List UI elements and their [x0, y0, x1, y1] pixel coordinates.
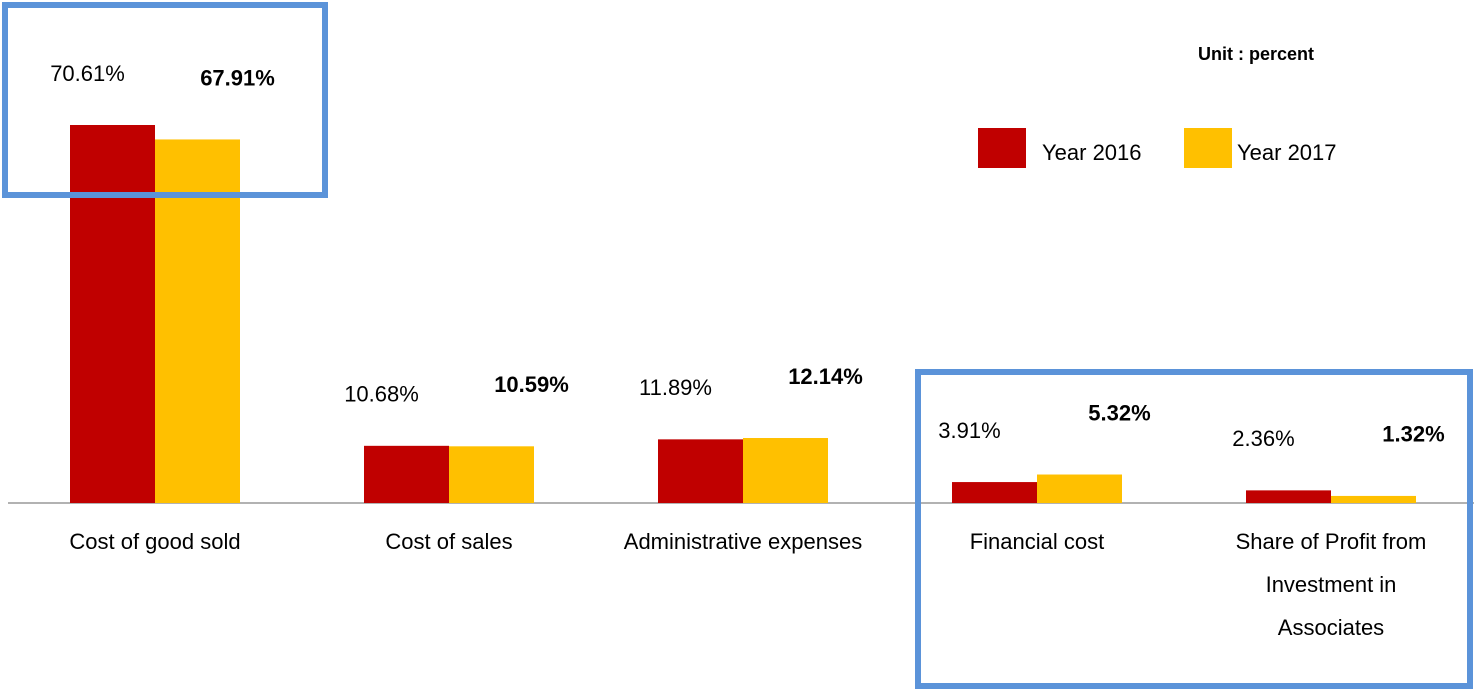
- x-tick-label-box: Financial cost: [969, 529, 1105, 554]
- bar: [449, 446, 534, 503]
- value-label: 11.89%: [639, 375, 712, 400]
- x-tick-label: Cost of good sold: [69, 529, 241, 554]
- value-label: 12.14%: [788, 364, 863, 389]
- bar: [1331, 495, 1416, 503]
- unit-annotation: Unit : percent: [1198, 44, 1314, 64]
- value-label: 3.91%: [938, 418, 1000, 443]
- legend-swatch: [1184, 128, 1232, 168]
- value-label: 5.32%: [1088, 400, 1150, 425]
- bar: [743, 438, 828, 503]
- value-label: 67.91%: [200, 65, 275, 90]
- legend-label: Year 2017: [1237, 140, 1337, 165]
- x-tick-label: Financial cost: [969, 529, 1105, 554]
- x-tick-label-box: Share of Profit from Investment in Assoc…: [1235, 529, 1427, 640]
- legend-label: Year 2016: [1042, 140, 1142, 165]
- bar: [658, 439, 743, 503]
- bar: [364, 445, 449, 503]
- value-label: 10.68%: [344, 382, 419, 407]
- x-tick-label: Share of Profit from Investment in Assoc…: [1235, 529, 1427, 640]
- x-tick-label-box: Administrative expenses: [623, 529, 863, 554]
- bar: [952, 482, 1037, 503]
- x-tick-label: Administrative expenses: [623, 529, 863, 554]
- value-label: 10.59%: [494, 372, 569, 397]
- x-tick-label-box: Cost of sales: [385, 529, 513, 554]
- highlight-box: [915, 369, 1473, 689]
- x-tick-label-box: Cost of good sold: [69, 529, 241, 554]
- bar: [1037, 474, 1122, 503]
- value-label: 1.32%: [1382, 422, 1444, 447]
- highlight-box: [2, 2, 328, 198]
- value-label: 70.61%: [50, 61, 125, 86]
- bar: [155, 139, 240, 503]
- bar: [1246, 490, 1331, 503]
- x-tick-label: Cost of sales: [385, 529, 513, 554]
- legend-swatch: [978, 128, 1026, 168]
- value-label: 2.36%: [1232, 426, 1294, 451]
- bar: [70, 125, 155, 503]
